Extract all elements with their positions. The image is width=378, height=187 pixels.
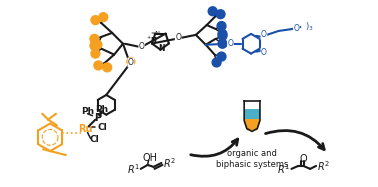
Polygon shape — [244, 101, 260, 109]
Text: Ph: Ph — [81, 107, 94, 116]
Circle shape — [127, 58, 135, 65]
Circle shape — [217, 52, 226, 61]
Text: O: O — [261, 48, 267, 57]
Circle shape — [91, 16, 100, 24]
Circle shape — [91, 49, 100, 58]
Text: $R^1$: $R^1$ — [277, 162, 290, 176]
Text: $R^1$: $R^1$ — [127, 162, 140, 176]
Polygon shape — [244, 109, 260, 119]
Polygon shape — [244, 119, 260, 131]
Text: P: P — [94, 113, 101, 123]
Text: Ru: Ru — [78, 125, 93, 134]
Text: Cl: Cl — [98, 123, 107, 132]
Text: O: O — [128, 58, 134, 67]
Text: )$_3$: )$_3$ — [305, 21, 314, 33]
Text: Cl: Cl — [90, 135, 99, 144]
Text: O: O — [293, 24, 299, 33]
Text: O: O — [261, 30, 267, 39]
Circle shape — [218, 30, 227, 38]
Text: organic and
biphasic systems: organic and biphasic systems — [216, 149, 288, 169]
Text: $^{+}$N: $^{+}$N — [146, 34, 158, 45]
Circle shape — [90, 34, 99, 43]
Text: O: O — [299, 154, 307, 164]
Text: O: O — [139, 42, 145, 51]
Text: O: O — [228, 39, 233, 48]
Text: $R^2$: $R^2$ — [163, 156, 177, 170]
Circle shape — [218, 39, 227, 48]
Text: =N: =N — [150, 31, 160, 36]
Text: OH: OH — [142, 153, 157, 163]
Text: N: N — [158, 44, 165, 53]
Circle shape — [99, 13, 108, 22]
FancyArrowPatch shape — [191, 139, 238, 156]
Circle shape — [212, 58, 221, 67]
Circle shape — [93, 40, 102, 49]
Circle shape — [90, 41, 99, 50]
FancyArrowPatch shape — [265, 131, 324, 150]
Circle shape — [217, 22, 226, 30]
Text: Ph: Ph — [95, 105, 108, 114]
Circle shape — [216, 10, 225, 19]
Circle shape — [103, 63, 112, 72]
Circle shape — [218, 31, 227, 40]
Circle shape — [94, 61, 103, 70]
Circle shape — [208, 7, 217, 16]
Text: O: O — [175, 33, 181, 42]
Text: $R^2$: $R^2$ — [317, 159, 330, 173]
